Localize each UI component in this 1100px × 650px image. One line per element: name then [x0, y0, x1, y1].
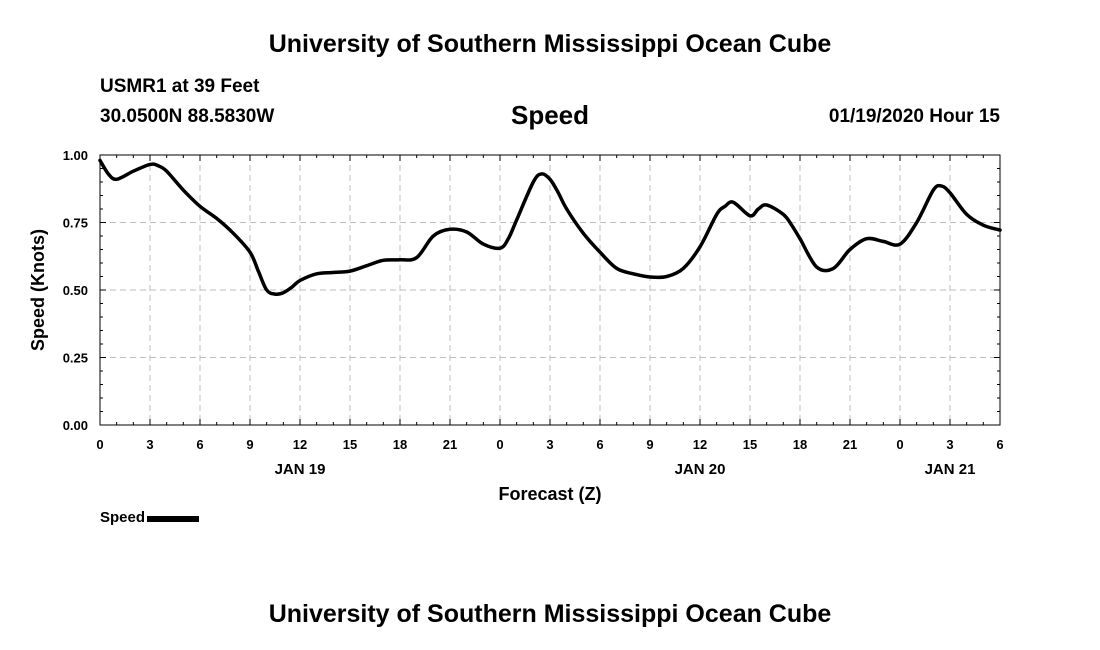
x-tick-label: 12 — [693, 437, 707, 452]
x-axis-title: Forecast (Z) — [498, 484, 601, 504]
x-tick-label: 6 — [596, 437, 603, 452]
y-tick-label: 0.00 — [63, 418, 88, 433]
x-tick-label: 6 — [196, 437, 203, 452]
org-title-bottom: University of Southern Mississippi Ocean… — [268, 600, 832, 628]
x-tick-label: 3 — [546, 437, 553, 452]
station-label: USMR1 at 39 Feet — [100, 76, 260, 97]
forecast-timestamp: 01/19/2020 Hour 15 — [828, 106, 1000, 127]
date-label: JAN 20 — [675, 461, 726, 478]
chart-title: Speed — [510, 100, 590, 130]
y-tick-label: 0.75 — [63, 216, 88, 231]
grid-lines — [100, 155, 1000, 425]
org-title-top: University of Southern Mississippi Ocean… — [268, 30, 832, 58]
y-tick-label: 1.00 — [63, 148, 88, 163]
legend: Speed — [100, 509, 200, 526]
date-label: JAN 19 — [275, 461, 326, 478]
x-tick-label: 3 — [946, 437, 953, 452]
x-tick-label: 21 — [843, 437, 857, 452]
x-tick-label: 3 — [146, 437, 153, 452]
coordinates-label: 30.0500N 88.5830W — [100, 106, 275, 127]
y-tick-label: 0.50 — [63, 283, 88, 298]
axis-ticks — [99, 154, 1001, 426]
x-tick-label: 12 — [293, 437, 307, 452]
x-tick-label: 0 — [96, 437, 103, 452]
x-tick-label: 0 — [496, 437, 503, 452]
y-tick-label: 0.25 — [63, 351, 88, 366]
x-tick-label: 18 — [793, 437, 807, 452]
axis-labels: 0 3 6 9 12 15 18 21 0 3 6 9 12 15 18 21 0 3 6 0.00 0.25 0.50 0… — [63, 148, 1004, 478]
legend-label: Speed — [100, 509, 146, 526]
x-tick-label: 18 — [393, 437, 407, 452]
speed-series-line — [98, 158, 1002, 296]
x-tick-label: 6 — [996, 437, 1003, 452]
y-axis-title: Speed (Knots) — [28, 229, 48, 351]
x-tick-label: 9 — [246, 437, 253, 452]
x-tick-label: 15 — [743, 437, 757, 452]
x-tick-label: 0 — [896, 437, 903, 452]
x-tick-label: 9 — [646, 437, 653, 452]
x-tick-label: 21 — [443, 437, 457, 452]
legend-swatch — [147, 516, 200, 522]
x-tick-label: 15 — [343, 437, 357, 452]
date-label: JAN 21 — [925, 461, 976, 478]
